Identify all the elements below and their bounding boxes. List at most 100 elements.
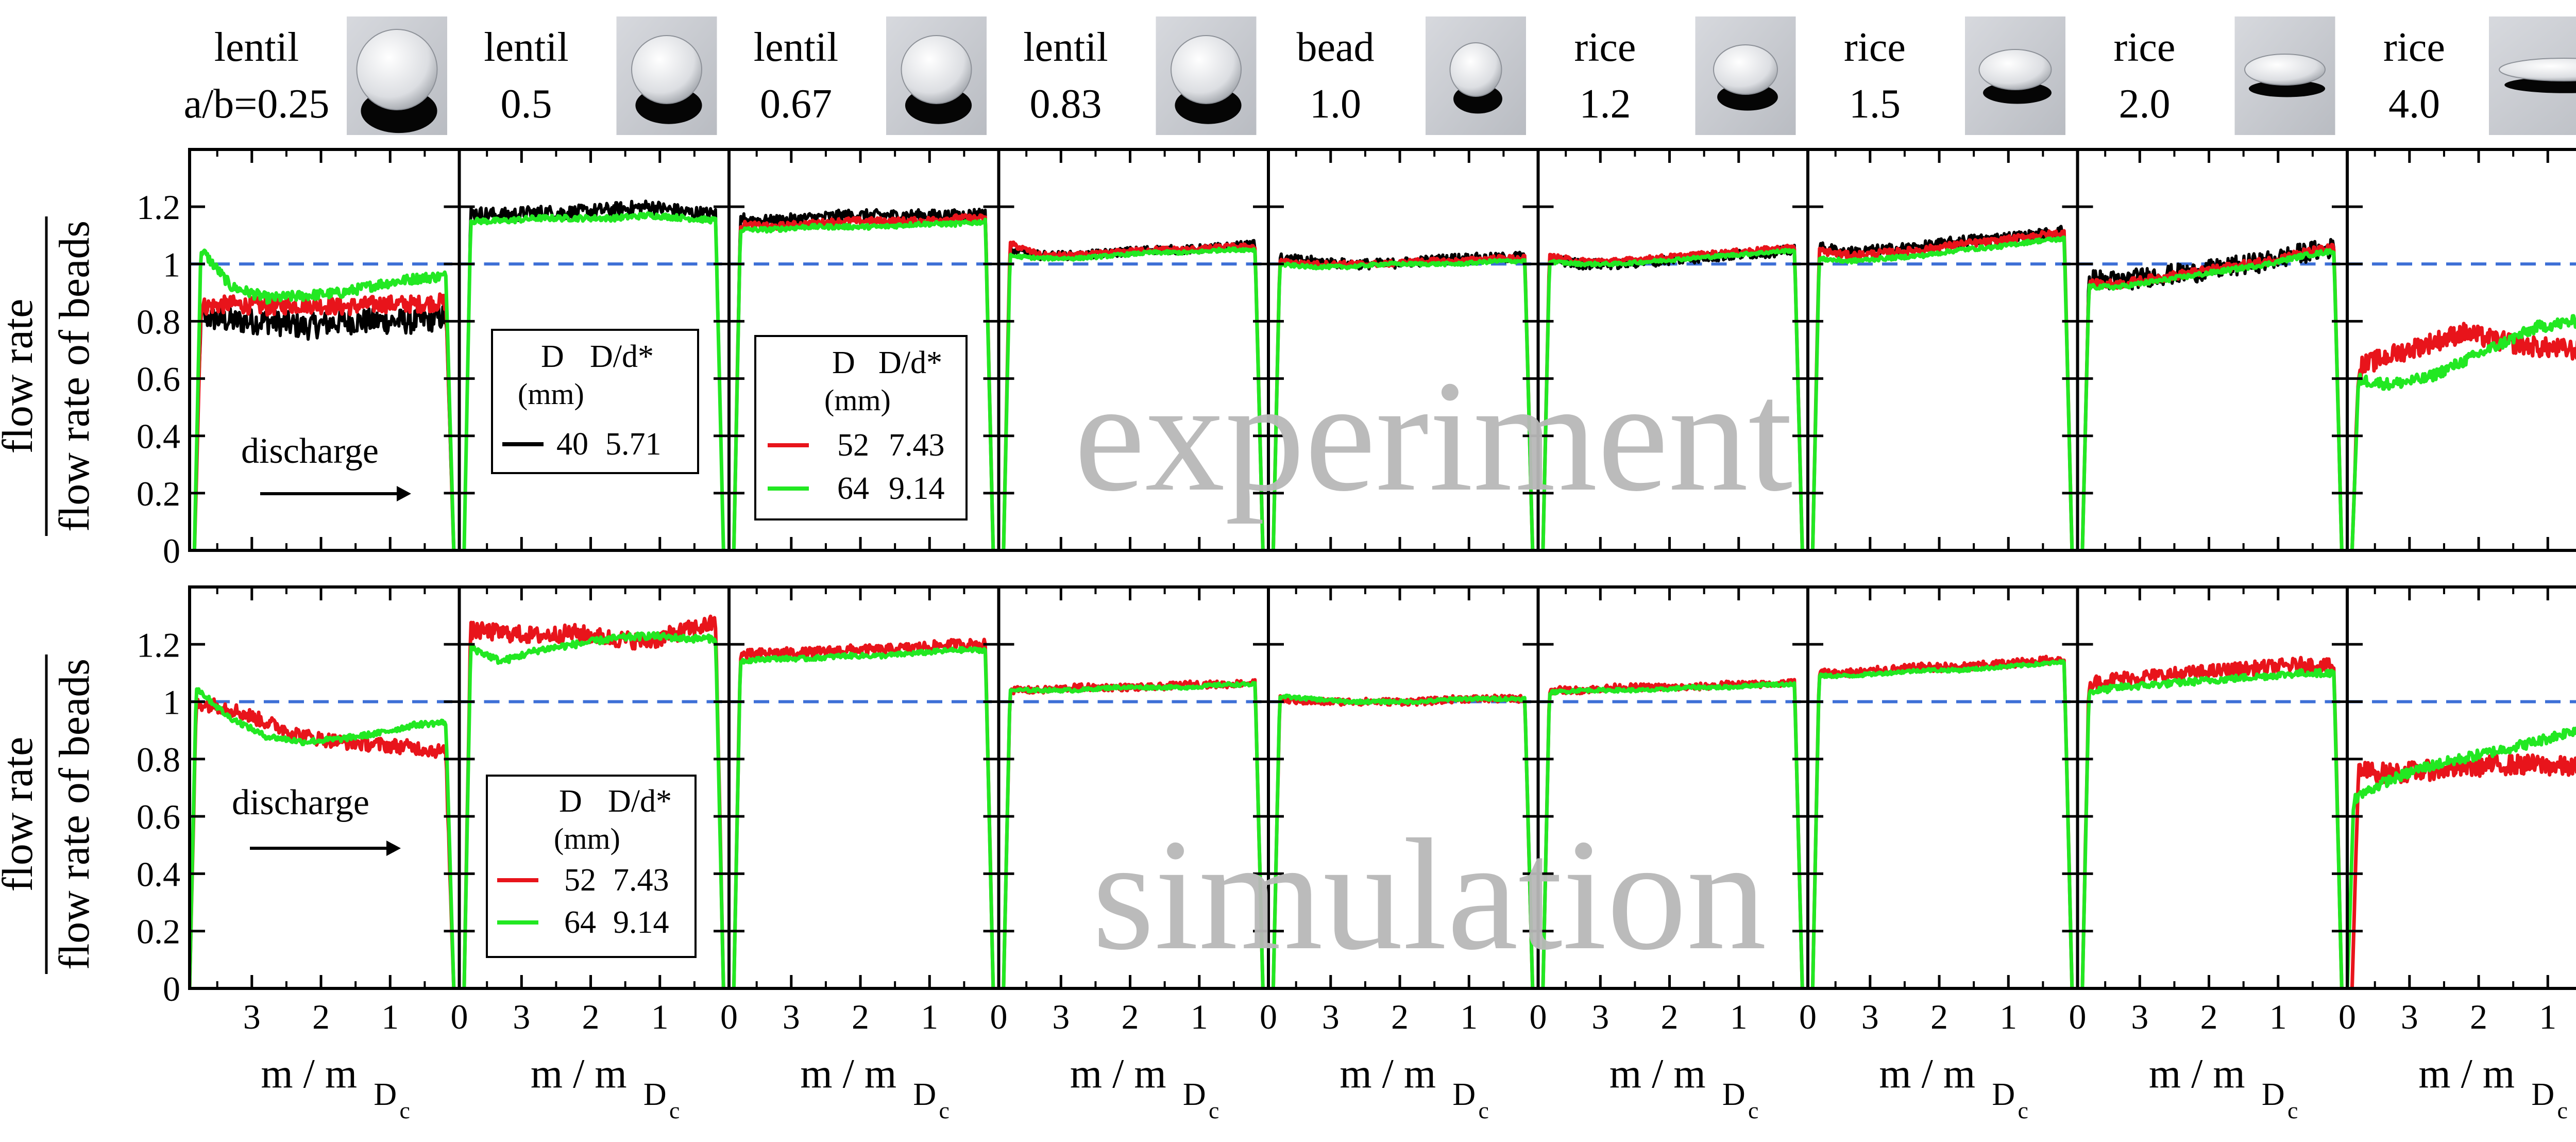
series-line-64 <box>732 646 995 988</box>
x-tick-label: 2 <box>852 997 869 1036</box>
discharge-annotation-bottom: discharge <box>232 783 401 856</box>
series-line-64 <box>190 687 456 988</box>
series-line-64 <box>1271 693 1535 988</box>
x-tick-label: 2 <box>1661 997 1679 1036</box>
experiment-panel <box>2346 148 2576 552</box>
panel-frame <box>2346 585 2576 990</box>
legend-row-d: 40 <box>556 427 588 462</box>
x-tick-label: 2 <box>312 997 330 1036</box>
particle-photo <box>1156 16 1257 135</box>
column-ratio-label: 1.5 <box>1849 81 1901 127</box>
series-line-52 <box>192 292 456 550</box>
legend-row-d: 52 <box>564 863 596 898</box>
panel-frame <box>2076 148 2349 552</box>
svg-text:D: D <box>2262 1077 2285 1112</box>
y-label-numerator: flow rate <box>0 299 42 454</box>
series-line-40 <box>1811 225 2074 550</box>
x-tick-label: 3 <box>2401 997 2418 1036</box>
svg-text:c: c <box>400 1097 410 1123</box>
watermark-simulation: simulation <box>1092 807 1767 983</box>
experiment-panel <box>1536 148 1809 552</box>
y-label-numerator: flow rate <box>0 737 42 892</box>
x-tick-label: 1 <box>2269 997 2287 1036</box>
series-line-52 <box>732 637 995 988</box>
svg-text:c: c <box>669 1097 680 1123</box>
svg-text:c: c <box>1479 1097 1489 1123</box>
column-ratio-label: 2.0 <box>2119 81 2171 127</box>
svg-text:c: c <box>1209 1097 1219 1123</box>
y-tick-label: 0.4 <box>137 417 180 456</box>
svg-text:m / m: m / m <box>531 1051 627 1097</box>
svg-text:D: D <box>913 1077 936 1112</box>
y-tick-label: 0.2 <box>137 474 180 513</box>
x-tick-label: 3 <box>1861 997 1879 1036</box>
y-axis-label-bottom: flow rate flow rate of beads <box>0 654 98 974</box>
experiment-panel <box>457 148 731 552</box>
x-tick-label: 2 <box>2200 997 2218 1036</box>
legend-row-ratio: 7.43 <box>613 863 669 898</box>
series-line-52 <box>2350 322 2576 550</box>
x-tick-label: 2 <box>1122 997 1139 1036</box>
svg-text:D: D <box>2531 1077 2554 1112</box>
particle-photo <box>2489 16 2576 135</box>
x-tick-label: 3 <box>783 997 800 1036</box>
series-line-64 <box>1810 235 2074 550</box>
svg-text:D: D <box>374 1077 397 1112</box>
panel-frame <box>1806 148 2079 552</box>
y-tick-label: 0.8 <box>137 302 180 341</box>
column-ratio-label: 4.0 <box>2388 81 2440 127</box>
x-tick-label: 1 <box>1460 997 1478 1036</box>
column-name-label: lentil <box>1023 25 1108 70</box>
x-tick-label: 3 <box>1591 997 1609 1036</box>
legend-header-ratio: D/d* <box>590 339 654 374</box>
x-tick-label: 3 <box>2131 997 2148 1036</box>
svg-text:m / m: m / m <box>800 1051 896 1097</box>
x-tick-label: 3 <box>513 997 530 1036</box>
legend-row-d: 52 <box>837 428 869 463</box>
x-tick-label: 0 <box>990 997 1008 1036</box>
panel-frame <box>1806 585 2079 990</box>
series-line-64 <box>1002 246 1265 550</box>
legend-row-d: 64 <box>837 471 869 506</box>
series-line-40 <box>193 305 455 550</box>
column-name-label: rice <box>2114 25 2176 70</box>
y-tick-label: 1.2 <box>137 188 180 227</box>
panel-grid: 0 0.2 0.4 0.6 0.8 1 1.2 0 0.2 0.4 0.6 0.8 1 1.2 3 2 1 0 m … <box>137 148 2576 1123</box>
x-tick-label: 0 <box>1530 997 1547 1036</box>
watermark-experiment: experiment <box>1074 348 1793 525</box>
column-name-label: rice <box>1574 25 1636 70</box>
series-line-40 <box>462 199 725 550</box>
x-tick-label: 0 <box>1799 997 1817 1036</box>
panel-frame <box>2076 585 2349 990</box>
legend-row-d: 64 <box>564 905 596 940</box>
svg-text:D: D <box>1992 1077 2015 1112</box>
discharge-label: discharge <box>232 783 369 822</box>
svg-text:D: D <box>643 1077 667 1112</box>
y-label-denominator: flow rate of beads <box>50 659 98 970</box>
svg-text:c: c <box>2287 1097 2298 1123</box>
column-name-label: lentil <box>214 25 299 70</box>
svg-text:c: c <box>1748 1097 1758 1123</box>
svg-text:m / m: m / m <box>1070 1051 1166 1097</box>
svg-text:D: D <box>1722 1077 1745 1112</box>
x-tick-label: 2 <box>2470 997 2487 1036</box>
panel-frame <box>188 148 461 552</box>
series-line-52 <box>2350 753 2576 988</box>
series-line-64 <box>462 211 725 550</box>
svg-text:c: c <box>2557 1097 2568 1123</box>
legend-row-ratio: 9.14 <box>889 471 945 506</box>
series-line-52 <box>1810 229 2074 550</box>
svg-text:c: c <box>939 1097 950 1123</box>
legend-header-ratio: D/d* <box>608 784 672 819</box>
svg-text:D: D <box>1183 1077 1206 1112</box>
series-line-64 <box>2347 727 2576 988</box>
